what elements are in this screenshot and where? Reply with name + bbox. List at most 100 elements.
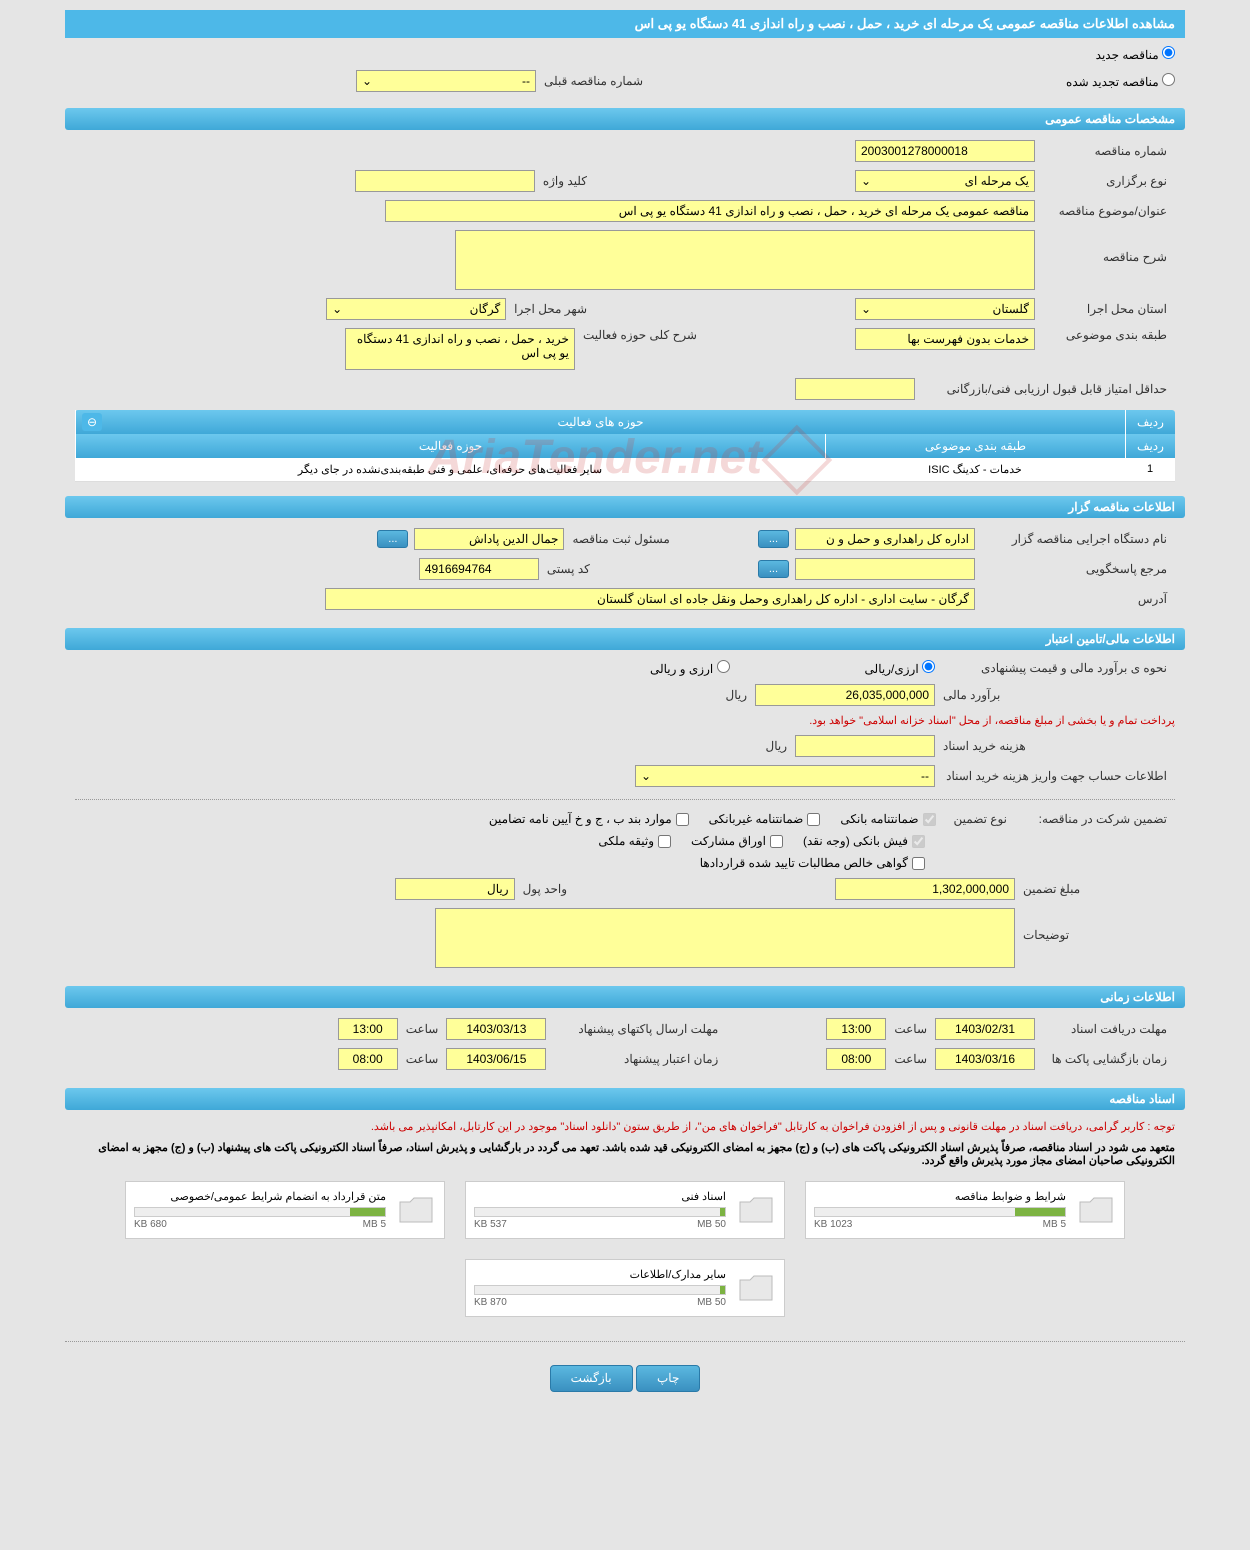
doc-fee-field[interactable] [795, 735, 935, 757]
chk-property[interactable]: وثیقه ملکی [598, 834, 671, 848]
tender-number-field: 2003001278000018 [855, 140, 1035, 162]
city-label: شهر محل اجرا [506, 302, 595, 316]
chk-nonbank[interactable]: ضمانتنامه غیربانکی [709, 812, 821, 826]
progress-bar [474, 1285, 726, 1295]
hour-label1: ساعت [886, 1022, 935, 1036]
category-label: طبقه بندی موضوعی [1035, 328, 1175, 342]
col-category-header: طبقه بندی موضوعی [825, 434, 1125, 458]
page-title: مشاهده اطلاعات مناقصه عمومی یک مرحله ای … [65, 10, 1185, 38]
type-select[interactable]: یک مرحله ای⌄ [855, 170, 1035, 192]
agency-label: نام دستگاه اجرایی مناقصه گزار [975, 532, 1175, 546]
activity-table-row: 1 خدمات - کدینگ ISIC سایر فعالیت‌های حرف… [75, 458, 1175, 482]
radio-renewed-tender[interactable]: مناقصه تجدید شده [1066, 73, 1175, 89]
estimate-label: برآورد مالی [935, 688, 1175, 702]
guarantee-type-label: نوع تضمین [946, 812, 1015, 826]
type-label: نوع برگزاری [1035, 174, 1175, 188]
estimate-field: 26,035,000,000 [755, 684, 935, 706]
payment-note: پرداخت تمام و یا بخشی از مبلغ مناقصه، از… [809, 714, 1175, 727]
folder-icon [736, 1268, 776, 1308]
notes-field[interactable] [435, 908, 1015, 968]
chk-receivables[interactable]: گواهی خالص مطالبات تایید شده قراردادها [700, 856, 925, 870]
doc-item-other[interactable]: سایر مدارک/اطلاعات 50 MB870 KB [465, 1259, 785, 1317]
guarantee-title: تضمین شرکت در مناقصه: [1015, 812, 1175, 826]
chevron-down-icon: ⌄ [861, 174, 871, 188]
progress-bar [134, 1207, 386, 1217]
contact-field[interactable] [795, 558, 975, 580]
responsible-lookup-button[interactable]: ... [377, 530, 408, 548]
section-time-header: اطلاعات زمانی [65, 986, 1185, 1008]
agency-lookup-button[interactable]: ... [758, 530, 789, 548]
section-general-header: مشخصات مناقصه عمومی [65, 108, 1185, 130]
keyword-field[interactable] [355, 170, 535, 192]
collapse-icon[interactable]: ⊖ [82, 413, 102, 431]
activity-label: شرح کلی حوزه فعالیت [575, 328, 705, 342]
doc-item-technical[interactable]: اسناد فنی 50 MB537 KB [465, 1181, 785, 1239]
activity-field: خرید ، حمل ، نصب و راه اندازی 41 دستگاه … [345, 328, 575, 370]
folder-icon [1076, 1190, 1116, 1230]
subject-label: عنوان/موضوع مناقصه [1035, 204, 1175, 218]
validity-label: زمان اعتبار پیشنهاد [546, 1052, 726, 1066]
open-label: زمان بازگشایی پاکت ها [1035, 1052, 1175, 1066]
guarantee-amount-field: 1,302,000,000 [835, 878, 1015, 900]
tender-number-label: شماره مناقصه [1035, 144, 1175, 158]
chk-bank-guarantee[interactable]: ضمانتنامه بانکی [840, 812, 935, 826]
open-time: 08:00 [826, 1048, 886, 1070]
validity-time: 08:00 [338, 1048, 398, 1070]
doc-name: سایر مدارک/اطلاعات [474, 1268, 726, 1281]
doc-name: شرایط و ضوابط مناقصه [814, 1190, 1066, 1203]
docs-notice1: توجه : کاربر گرامی، دریافت اسناد در مهلت… [75, 1116, 1175, 1137]
chevron-down-icon: ⌄ [861, 302, 871, 316]
responsible-field: جمال الدین پاداش [414, 528, 564, 550]
hour-label2: ساعت [398, 1022, 447, 1036]
account-info-label: اطلاعات حساب جهت واریز هزینه خرید اسناد [935, 769, 1175, 783]
section-financial-header: اطلاعات مالی/تامین اعتبار [65, 628, 1185, 650]
contact-label: مرجع پاسخگویی [975, 562, 1175, 576]
section-organizer-header: اطلاعات مناقصه گزار [65, 496, 1185, 518]
chevron-down-icon: ⌄ [332, 302, 342, 316]
notes-label: توضیحات [1015, 908, 1175, 942]
contact-lookup-button[interactable]: ... [758, 560, 789, 578]
doc-item-conditions[interactable]: شرایط و ضوابط مناقصه 5 MB1023 KB [805, 1181, 1125, 1239]
receive-date: 1403/02/31 [935, 1018, 1035, 1040]
province-label: استان محل اجرا [1035, 302, 1175, 316]
account-select[interactable]: --⌄ [635, 765, 935, 787]
subject-field: مناقصه عمومی یک مرحله ای خرید ، حمل ، نص… [385, 200, 1035, 222]
hour-label3: ساعت [886, 1052, 935, 1066]
doc-fee-label: هزینه خرید اسناد [935, 739, 1175, 753]
radio-new-tender[interactable]: مناقصه جدید [1096, 46, 1175, 62]
address-field: گرگان - سایت اداری - اداره کل راهداری وح… [325, 588, 975, 610]
chk-bonds[interactable]: اوراق مشارکت [691, 834, 783, 848]
col-activity-header: حوزه فعالیت [75, 434, 825, 458]
province-select[interactable]: گلستان⌄ [855, 298, 1035, 320]
radio-method1[interactable]: ارزی/ریالی [865, 660, 935, 676]
agency-field: اداره کل راهداری و حمل و ن [795, 528, 975, 550]
prev-tender-select[interactable]: --⌄ [356, 70, 536, 92]
radio-method2[interactable]: ارزی و ریالی [650, 660, 730, 676]
progress-bar [474, 1207, 726, 1217]
activity-title: حوزه های فعالیت ⊖ [75, 410, 1125, 434]
chk-cash[interactable]: فیش بانکی (وجه نقد) [803, 834, 925, 848]
back-button[interactable]: بازگشت [550, 1365, 633, 1392]
folder-icon [396, 1190, 436, 1230]
open-date: 1403/03/16 [935, 1048, 1035, 1070]
col-row-header: ردیف [1125, 434, 1175, 458]
min-score-field[interactable] [795, 378, 915, 400]
doc-item-contract[interactable]: متن قرارداد به انضمام شرایط عمومی/خصوصی … [125, 1181, 445, 1239]
docs-notice2: متعهد می شود در اسناد مناقصه، صرفاً پذیر… [75, 1137, 1175, 1171]
chevron-down-icon: ⌄ [362, 74, 372, 88]
description-field[interactable] [455, 230, 1035, 290]
folder-icon [736, 1190, 776, 1230]
keyword-label: کلید واژه [535, 174, 595, 188]
separator [65, 1341, 1185, 1342]
submit-label: مهلت ارسال پاکتهای پیشنهاد [546, 1022, 726, 1036]
guarantee-amount-label: مبلغ تضمین [1015, 882, 1175, 896]
validity-date: 1403/06/15 [446, 1048, 546, 1070]
unit-label: واحد پول [515, 882, 575, 896]
separator [75, 799, 1175, 800]
city-select[interactable]: گرگان⌄ [326, 298, 506, 320]
postal-field: 4916694764 [419, 558, 539, 580]
address-label: آدرس [975, 592, 1175, 606]
chk-regulation[interactable]: موارد بند ب ، ج و خ آیین نامه تضامین [489, 812, 689, 826]
unit-field: ریال [395, 878, 515, 900]
print-button[interactable]: چاپ [636, 1365, 700, 1392]
